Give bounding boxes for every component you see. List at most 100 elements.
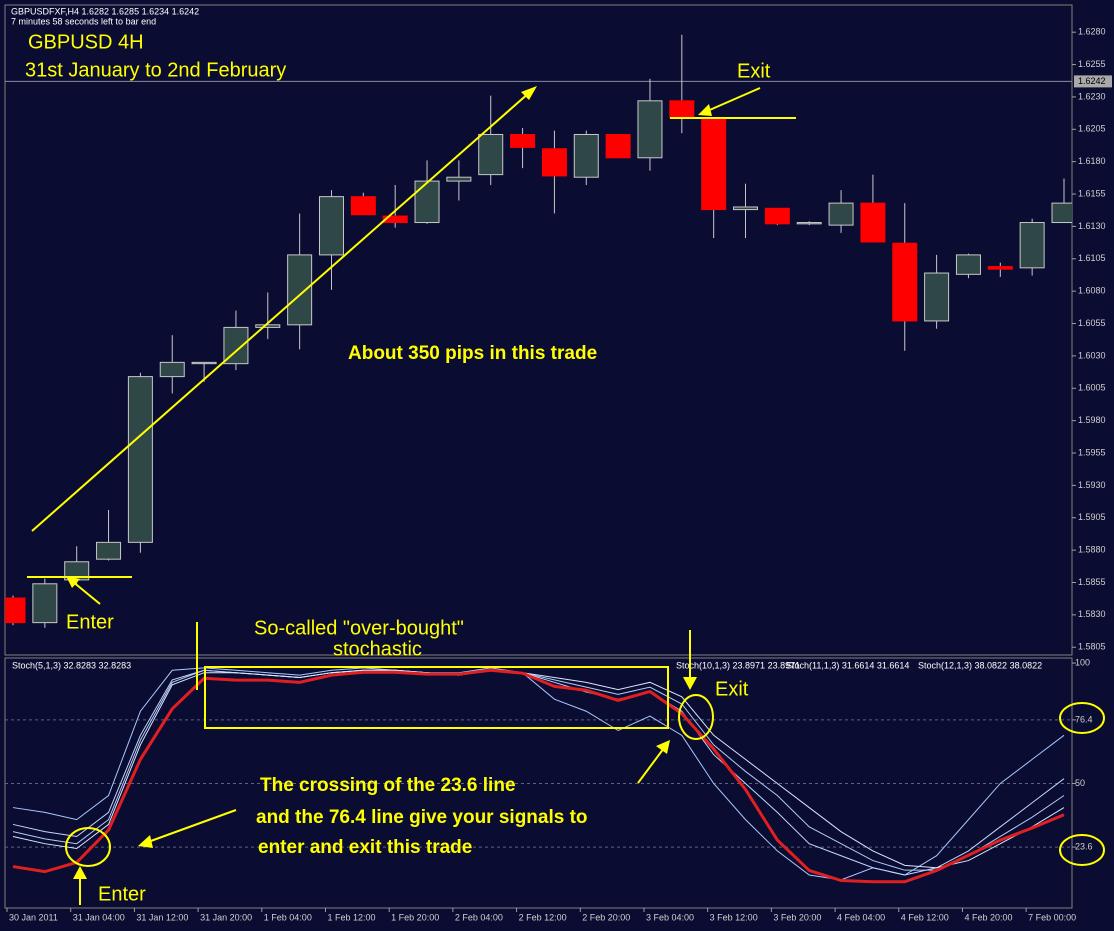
y-tick-label: 1.6030 <box>1078 350 1106 360</box>
x-tick-label: 3 Feb 20:00 <box>773 912 821 922</box>
x-tick-label: 2 Feb 12:00 <box>519 912 567 922</box>
candle-body <box>605 133 631 159</box>
candle-body <box>446 176 472 182</box>
level-circle <box>1059 702 1105 734</box>
exit-arrow <box>704 87 761 113</box>
candle-body <box>955 254 981 275</box>
symbol-header: GBPUSDFXF,H4 1.6282 1.6285 1.6234 1.6242 <box>11 6 199 16</box>
candle-body <box>287 254 313 326</box>
x-tick-label: 31 Jan 12:00 <box>136 912 188 922</box>
candle-body <box>96 541 122 560</box>
candle-body <box>924 272 950 322</box>
stoch-lines <box>12 667 1065 884</box>
arrow-head <box>73 866 87 879</box>
annotation: Exit <box>715 678 749 700</box>
exit-circle <box>678 694 714 740</box>
arrow-head <box>683 677 697 690</box>
stoch-line <box>12 669 1065 871</box>
annotation: So-called "over-bought" <box>254 617 464 639</box>
x-tick-label: 4 Feb 04:00 <box>837 912 885 922</box>
plot-layer: 1.6280 1.6255 1.6230 1.6205 1.6180 1.6155 1.61… <box>5 27 1112 922</box>
arrow-head <box>521 86 537 100</box>
candle-body <box>191 361 217 365</box>
x-tick-label: 1 Feb 12:00 <box>327 912 375 922</box>
candle-body <box>637 100 663 159</box>
main-panel <box>4 4 1073 656</box>
y-tick-label: 1.5930 <box>1078 480 1106 490</box>
y-tick-label: 23.6 <box>1075 841 1093 851</box>
candle-body <box>764 207 790 225</box>
stoch-main-line <box>12 668 1065 884</box>
arrow-head <box>698 104 712 116</box>
annotation: and the 76.4 line give your signals to <box>256 807 588 828</box>
candle-body <box>510 133 536 148</box>
overbought-box <box>204 666 669 729</box>
y-tick-label: 1.6105 <box>1078 253 1106 263</box>
candle-body <box>350 196 376 216</box>
enter-circle <box>65 827 111 867</box>
arrow-head <box>66 576 80 588</box>
candle-body <box>478 133 504 176</box>
y-tick-label: 1.6280 <box>1078 27 1106 37</box>
candle-body <box>255 324 281 328</box>
level-circle <box>1059 834 1105 866</box>
annotation: stochastic <box>333 638 422 660</box>
candle-body <box>414 180 440 224</box>
y-tick-label: 1.6155 <box>1078 188 1106 198</box>
candle-body <box>382 215 408 224</box>
x-tick-label: 4 Feb 20:00 <box>964 912 1012 922</box>
annotation: Enter <box>66 611 114 633</box>
legend-entry: Stoch(10,1,3) 23.8971 23.8971 <box>676 660 800 670</box>
bar-timer: 7 minutes 58 seconds left to bar end <box>11 16 156 26</box>
stoch-line <box>12 669 1065 876</box>
x-tick-label: 3 Feb 12:00 <box>710 912 758 922</box>
legend-entry: Stoch(11,1,3) 31.6614 31.6614 <box>786 660 909 670</box>
y-tick-label: 50 <box>1075 778 1085 788</box>
signal-arrow <box>637 747 665 784</box>
x-tick-label: 30 Jan 2011 <box>9 912 58 922</box>
x-tick-label: 2 Feb 20:00 <box>582 912 630 922</box>
x-tick-label: 1 Feb 20:00 <box>391 912 439 922</box>
candle-body <box>733 206 759 211</box>
annotation: enter and exit this trade <box>258 837 472 858</box>
annotation: Exit <box>737 60 771 82</box>
x-tick-label: 4 Feb 12:00 <box>901 912 949 922</box>
candle-body <box>32 583 58 624</box>
y-tick-label: 1.5830 <box>1078 609 1106 619</box>
candle-body <box>573 133 599 178</box>
y-tick-label: 1.6005 <box>1078 383 1106 393</box>
y-tick-label: 100 <box>1075 657 1090 667</box>
x-tick-label: 1 Feb 04:00 <box>264 912 312 922</box>
x-tick-label: 31 Jan 20:00 <box>200 912 252 922</box>
y-tick-label: 1.6080 <box>1078 286 1106 296</box>
stoch-line <box>12 669 1065 869</box>
annotation: Enter <box>98 883 146 905</box>
annotation: About 350 pips in this trade <box>348 343 597 364</box>
candle-body <box>5 597 26 624</box>
candle-body <box>987 266 1013 270</box>
candle-body <box>1051 202 1072 224</box>
candle-body <box>860 202 886 243</box>
annotation: 31st January to 2nd February <box>25 59 286 81</box>
y-tick-label: 1.6180 <box>1078 156 1106 166</box>
y-tick-label: 1.6205 <box>1078 124 1106 134</box>
y-tick-label: 1.5955 <box>1078 447 1106 457</box>
signal-arrow <box>147 809 237 843</box>
y-tick-label: 1.5880 <box>1078 544 1106 554</box>
x-tick-label: 31 Jan 04:00 <box>73 912 125 922</box>
candle-body <box>1019 222 1045 269</box>
current-price-box <box>1074 75 1112 88</box>
x-tick-label: 3 Feb 04:00 <box>646 912 694 922</box>
candle-body <box>541 148 567 177</box>
entry-arrow <box>71 580 101 605</box>
trend-arrow <box>31 91 531 532</box>
candle-body <box>318 196 344 256</box>
annotation: The crossing of the 23.6 line <box>260 775 516 796</box>
candles <box>5 34 1072 628</box>
y-tick-label: 1.6055 <box>1078 318 1106 328</box>
candle-body <box>828 202 854 226</box>
y-tick-label: 1.6255 <box>1078 59 1106 69</box>
candle-body <box>127 376 153 543</box>
